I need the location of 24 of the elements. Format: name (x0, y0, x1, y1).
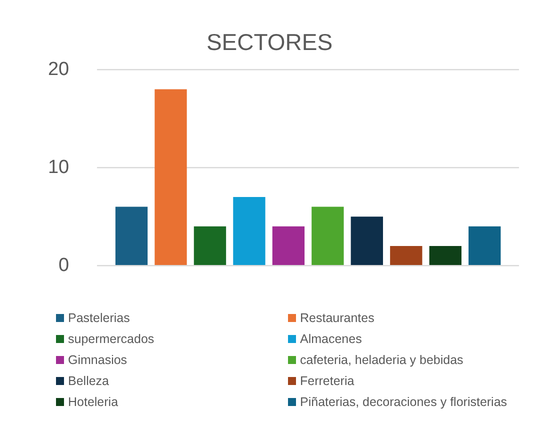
legend-label: Pastelerias (68, 311, 130, 325)
bar (233, 197, 266, 265)
legend-label: Almacenes (300, 332, 362, 346)
y-tick-label: 10 (48, 156, 70, 178)
legend-label: Hoteleria (68, 395, 118, 409)
bar (312, 206, 344, 265)
bar (390, 246, 422, 265)
legend-label: supermercados (68, 332, 154, 346)
legend-label: Ferreteria (300, 374, 354, 388)
legend-label: Restaurantes (300, 311, 374, 325)
bar (272, 226, 305, 265)
legend-label: Belleza (68, 374, 109, 388)
y-tick-label: 0 (58, 254, 70, 276)
bar (350, 216, 384, 265)
bar (115, 206, 148, 265)
bar (468, 226, 501, 265)
chart-title: SECTORES (206, 29, 333, 56)
legend-label: cafeteria, heladeria y bebidas (300, 353, 464, 367)
y-tick-label: 20 (48, 58, 70, 80)
legend-label: Gimnasios (68, 353, 128, 367)
bar (154, 89, 187, 265)
legend-label: Piñaterias, decoraciones y floristerias (300, 395, 508, 409)
bar (194, 226, 226, 265)
bar (429, 246, 462, 265)
